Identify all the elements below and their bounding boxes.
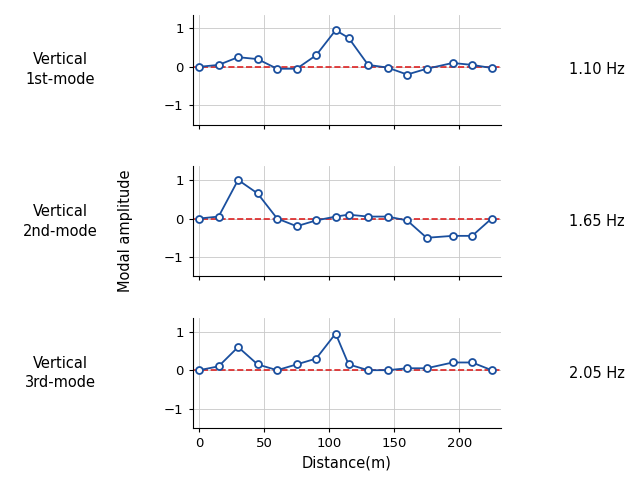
Text: 1.10 Hz: 1.10 Hz (569, 62, 624, 77)
Text: 1.65 Hz: 1.65 Hz (569, 214, 624, 229)
Text: Vertical
2nd-mode: Vertical 2nd-mode (22, 204, 98, 239)
Text: Vertical
3rd-mode: Vertical 3rd-mode (24, 356, 96, 391)
Text: Vertical
1st-mode: Vertical 1st-mode (25, 52, 95, 87)
X-axis label: Distance(m): Distance(m) (302, 456, 392, 471)
Text: 2.05 Hz: 2.05 Hz (569, 366, 625, 381)
Text: Modal amplitude: Modal amplitude (117, 170, 133, 292)
